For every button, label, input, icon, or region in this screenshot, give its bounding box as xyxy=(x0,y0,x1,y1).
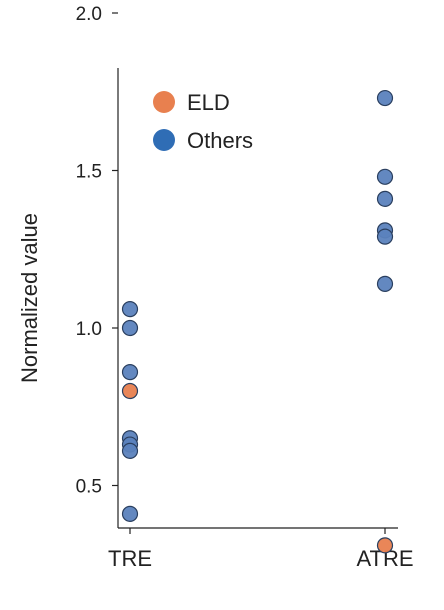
y-tick-label: 1.0 xyxy=(76,319,102,340)
data-point-others xyxy=(121,442,139,459)
x-ticks: TRE ATRE xyxy=(108,528,414,571)
data-point-others xyxy=(376,228,394,245)
data-point-others xyxy=(121,505,139,522)
legend-marker-eld xyxy=(153,91,175,113)
data-point-others xyxy=(376,190,394,207)
data-point-others xyxy=(376,275,394,292)
data-point-others xyxy=(376,168,394,185)
data-point-others xyxy=(376,89,394,107)
y-tick-label: 0.5 xyxy=(76,477,102,498)
data-points xyxy=(121,89,394,554)
data-point-others xyxy=(121,364,139,381)
y-ticks: 0.51.01.52.02.53.0 xyxy=(76,4,118,498)
legend-label-others: Others xyxy=(187,128,253,153)
y-axis-title: Normalized value xyxy=(17,213,42,383)
legend-marker-others xyxy=(153,129,175,151)
legend-label-eld: ELD xyxy=(187,90,230,115)
x-tick-label: TRE xyxy=(108,546,152,571)
axes xyxy=(117,68,398,529)
y-tick-label: 2.0 xyxy=(76,4,102,25)
data-point-eld xyxy=(376,537,394,554)
data-point-others xyxy=(121,319,139,337)
y-tick-label: 1.5 xyxy=(76,162,102,183)
legend: ELD Others xyxy=(153,90,253,153)
data-point-others xyxy=(121,301,139,318)
data-point-eld xyxy=(121,382,139,400)
